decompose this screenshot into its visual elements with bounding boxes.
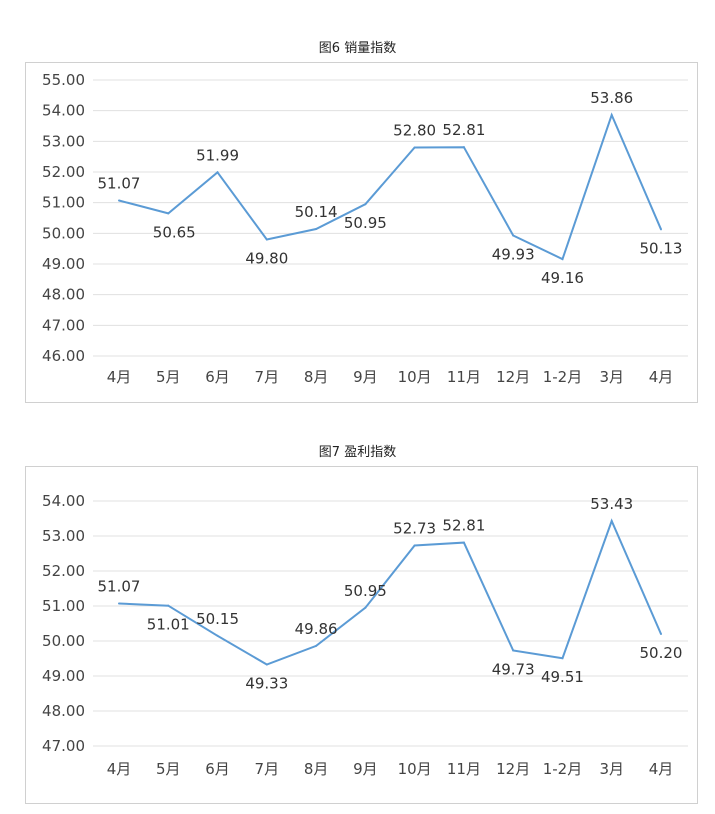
data-point: [167, 604, 170, 607]
x-tick-label: 12月: [496, 368, 530, 386]
x-tick-label: 9月: [353, 760, 378, 778]
y-tick-label: 53.00: [42, 527, 85, 545]
data-label: 51.99: [196, 146, 239, 164]
y-tick-label: 49.00: [42, 255, 85, 273]
data-point: [167, 212, 170, 215]
data-point: [364, 606, 367, 609]
x-tick-label: 3月: [599, 368, 624, 386]
y-tick-label: 50.00: [42, 632, 85, 650]
x-tick-label: 4月: [649, 760, 674, 778]
data-point: [265, 238, 268, 241]
chart1-frame: 46.00 47.00 48.00 49.00 50.00 51.00 52.00 53.00…: [25, 62, 698, 403]
data-point: [610, 113, 613, 116]
data-point: [561, 657, 564, 660]
data-point: [315, 644, 318, 647]
x-tick-label: 11月: [447, 760, 481, 778]
data-label: 50.20: [640, 644, 683, 662]
data-label: 52.81: [442, 121, 485, 139]
x-tick-label: 9月: [353, 368, 378, 386]
data-point: [315, 228, 318, 231]
profit-index-chart: 47.00 48.00 49.00 50.00 51.00 52.00 53.00 54.00…: [42, 492, 688, 778]
data-point: [216, 171, 219, 174]
data-label: 49.86: [295, 620, 338, 638]
chart1-title: 图6 销量指数: [318, 41, 397, 56]
data-point: [561, 258, 564, 261]
data-label: 51.07: [98, 578, 141, 596]
y-tick-label: 51.00: [42, 194, 85, 212]
series-line: [118, 518, 662, 666]
data-label: 49.16: [541, 269, 584, 287]
x-tick-label: 8月: [304, 760, 329, 778]
data-label: 51.07: [98, 175, 141, 193]
chart2-frame: 47.00 48.00 49.00 50.00 51.00 52.00 53.00 54.00…: [25, 466, 698, 804]
y-tick-label: 48.00: [42, 286, 85, 304]
x-tick-label: 3月: [599, 760, 624, 778]
y-tick-label: 52.00: [42, 163, 85, 181]
y-tick-label: 49.00: [42, 667, 85, 685]
data-label: 49.73: [492, 660, 535, 678]
y-tick-label: 53.00: [42, 132, 85, 150]
data-label: 49.80: [245, 249, 288, 267]
data-point: [216, 634, 219, 637]
data-point: [660, 228, 662, 231]
data-label: 49.51: [541, 668, 584, 686]
x-tick-label: 11月: [447, 368, 481, 386]
x-tick-label: 6月: [205, 760, 230, 778]
data-label: 50.13: [640, 239, 683, 257]
y-tick-label: 47.00: [42, 316, 85, 334]
x-tick-label: 5月: [156, 760, 181, 778]
data-label: 52.73: [393, 519, 436, 537]
data-label: 52.81: [442, 517, 485, 535]
data-label: 50.95: [344, 582, 387, 600]
x-tick-label: 4月: [649, 368, 674, 386]
data-point: [660, 633, 662, 635]
data-point: [413, 544, 416, 547]
data-point: [265, 663, 268, 666]
x-tick-label: 10月: [398, 760, 432, 778]
x-tick-label: 10月: [398, 368, 432, 386]
y-tick-label: 51.00: [42, 597, 85, 615]
y-tick-label: 47.00: [42, 737, 85, 755]
y-tick-label: 54.00: [42, 102, 85, 120]
y-tick-label: 52.00: [42, 562, 85, 580]
series-line: [118, 112, 662, 261]
x-tick-label: 1-2月: [543, 760, 583, 778]
sales-index-chart: 46.00 47.00 48.00 49.00 50.00 51.00 52.00 53.00…: [42, 71, 688, 386]
chart2-title: 图7 盈利指数: [318, 445, 397, 460]
data-point: [462, 146, 465, 149]
y-tick-label: 46.00: [42, 347, 85, 365]
data-label: 49.33: [245, 674, 288, 692]
x-tick-label: 1-2月: [543, 368, 583, 386]
x-tick-label: 4月: [107, 760, 132, 778]
data-point: [462, 541, 465, 544]
data-point: [118, 602, 120, 605]
x-tick-label: 7月: [255, 760, 280, 778]
data-point: [512, 234, 515, 237]
data-label: 53.43: [590, 495, 633, 513]
x-tick-label: 8月: [304, 368, 329, 386]
data-label: 51.01: [147, 616, 190, 634]
y-tick-label: 50.00: [42, 224, 85, 242]
y-tick-label: 54.00: [42, 492, 85, 510]
data-label: 52.80: [393, 121, 436, 139]
y-tick-label: 48.00: [42, 702, 85, 720]
x-tick-label: 5月: [156, 368, 181, 386]
data-point: [512, 649, 515, 652]
data-point: [413, 146, 416, 149]
x-tick-label: 12月: [496, 760, 530, 778]
data-point: [364, 203, 367, 206]
x-tick-label: 6月: [205, 368, 230, 386]
data-label: 49.93: [492, 245, 535, 263]
data-label: 50.14: [295, 203, 338, 221]
y-tick-label: 55.00: [42, 71, 85, 89]
x-tick-label: 7月: [255, 368, 280, 386]
data-label: 50.15: [196, 610, 239, 628]
data-point: [118, 199, 120, 202]
data-label: 50.65: [153, 223, 196, 241]
data-point: [610, 519, 613, 522]
data-label: 53.86: [590, 89, 633, 107]
x-tick-label: 4月: [107, 368, 132, 386]
data-label: 50.95: [344, 214, 387, 232]
